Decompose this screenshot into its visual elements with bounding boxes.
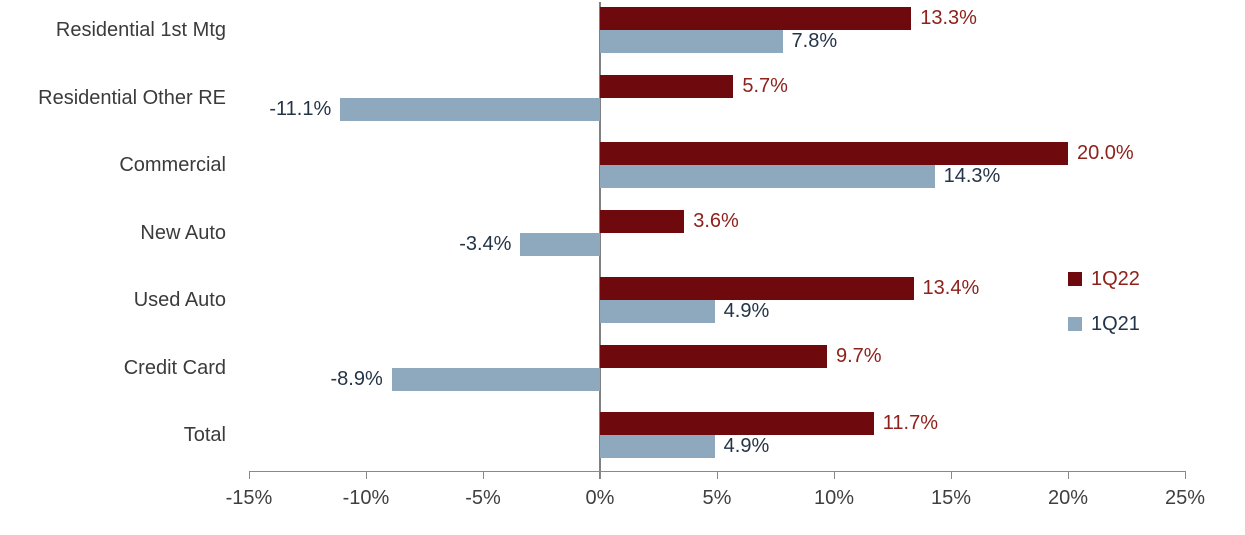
x-axis-tick [600, 471, 601, 479]
bar-1q22 [600, 277, 914, 300]
category-label: Credit Card [123, 356, 226, 379]
x-tick-label: 20% [1047, 487, 1089, 509]
x-tick-label: -10% [342, 487, 390, 509]
value-label-1q22: 9.7% [835, 344, 882, 367]
bar-1q21 [600, 435, 715, 458]
category-label: Used Auto [133, 289, 226, 311]
value-label-1q21: 7.8% [791, 30, 838, 52]
x-tick-label: 15% [930, 487, 972, 509]
legend-swatch-1q22-icon [1068, 272, 1082, 286]
value-label-1q21: 4.9% [723, 300, 770, 322]
x-tick-label: 5% [702, 487, 732, 509]
category-label: Total [183, 424, 226, 446]
legend: 1Q22 1Q21 [1068, 268, 1140, 358]
legend-item-1q21: 1Q21 [1068, 313, 1140, 335]
value-label-1q21: 14.3% [943, 165, 1001, 187]
bar-1q21 [600, 30, 783, 53]
bar-1q21 [520, 232, 600, 256]
value-label-1q22: 11.7% [882, 412, 938, 434]
value-label-1q22: 20.0% [1077, 142, 1134, 164]
x-axis-tick [1185, 471, 1186, 479]
x-tick-label: -5% [465, 487, 501, 509]
zero-gridline [599, 2, 601, 479]
legend-label-1q22: 1Q22 [1091, 268, 1140, 290]
value-label-1q21: -11.1% [269, 97, 332, 120]
value-label-1q22: 13.4% [922, 277, 980, 299]
bar-1q22 [600, 7, 912, 30]
value-label-1q21: -3.4% [459, 232, 512, 255]
value-label-1q22: 5.7% [742, 74, 788, 97]
bar-1q21 [340, 97, 600, 121]
bar-1q21 [391, 367, 600, 391]
x-axis-tick [951, 471, 952, 479]
legend-swatch-1q21-icon [1068, 317, 1082, 331]
x-tick-label: 0% [585, 487, 615, 509]
legend-item-1q22: 1Q22 [1068, 268, 1140, 290]
category-label: Residential Other RE [38, 86, 226, 109]
category-label: Commercial [119, 154, 226, 176]
category-label: Residential 1st Mtg [55, 19, 226, 41]
bar-1q22 [600, 209, 685, 233]
bar-1q22 [600, 412, 874, 435]
bar-1q21 [600, 165, 935, 188]
bar-1q22 [600, 74, 734, 98]
x-axis-tick [249, 471, 250, 479]
x-axis-tick [483, 471, 484, 479]
x-axis-tick [1068, 471, 1069, 479]
bar-1q22 [600, 344, 827, 368]
x-tick-label: 25% [1164, 487, 1206, 509]
value-label-1q22: 13.3% [920, 7, 977, 29]
value-label-1q21: 4.9% [723, 435, 770, 457]
bar-1q21 [600, 300, 715, 323]
x-axis-tick [834, 471, 835, 479]
bar-1q22 [600, 142, 1068, 165]
value-label-1q21: -8.9% [330, 367, 383, 390]
x-axis-tick [366, 471, 367, 479]
legend-label-1q21: 1Q21 [1091, 313, 1140, 335]
x-tick-label: 10% [813, 487, 855, 509]
x-tick-label: -15% [225, 487, 273, 509]
category-label: New Auto [140, 221, 226, 244]
x-axis-tick [717, 471, 718, 479]
value-label-1q22: 3.6% [693, 209, 739, 232]
